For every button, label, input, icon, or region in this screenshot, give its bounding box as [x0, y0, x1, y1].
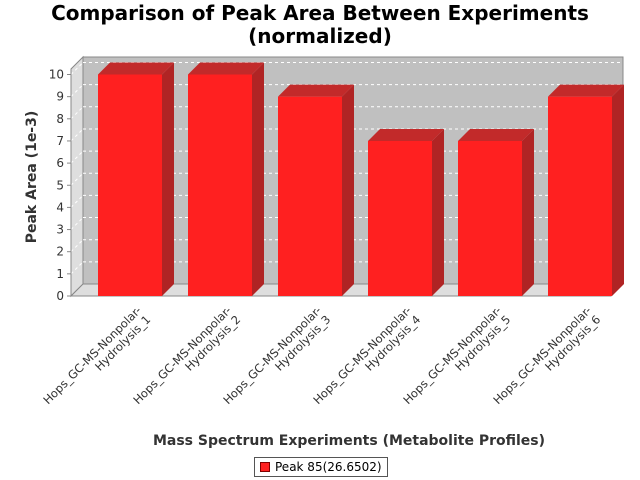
bar [278, 96, 342, 297]
plot-left-wall [70, 55, 84, 298]
y-tick-label: 4 [56, 200, 64, 214]
x-axis-title: Mass Spectrum Experiments (Metabolite Pr… [153, 433, 545, 449]
bar-side [522, 128, 534, 296]
bar-top [278, 84, 354, 97]
bar-top [188, 62, 264, 75]
y-tick-label: 1 [56, 267, 64, 281]
bar [98, 74, 162, 296]
bar [548, 96, 612, 297]
bar-side [432, 128, 444, 296]
gridline-depth [70, 195, 84, 208]
x-category-label-line: Hops_GC-MS-Nonpolar- [40, 303, 144, 407]
y-tick-label: 3 [56, 223, 64, 237]
legend-label: Peak 85(26.6502) [275, 460, 382, 474]
y-tick-label: 9 [56, 90, 64, 104]
bar-side [342, 84, 354, 297]
y-tick-label: 2 [56, 245, 64, 259]
y-tick-label: 0 [56, 289, 64, 303]
gridline-depth [70, 150, 84, 164]
gridline-depth [70, 172, 84, 186]
gridline-depth [70, 261, 84, 275]
bar-top [368, 128, 444, 141]
gridline-depth [70, 62, 84, 75]
legend-swatch [260, 462, 270, 472]
gridline-depth [70, 128, 84, 142]
gridline-depth [70, 217, 84, 230]
gridline-depth [70, 239, 84, 253]
chart-title-main: Comparison of Peak Area Between Experime… [51, 1, 589, 25]
bar-top [458, 128, 534, 141]
bar-side [612, 84, 624, 297]
bar [458, 140, 522, 296]
chart-title: Comparison of Peak Area Between Experime… [0, 2, 640, 48]
y-tick-label: 10 [49, 68, 64, 82]
y-axis-title: Peak Area (1e-3) [24, 111, 40, 244]
bar-side [162, 62, 174, 296]
bar-top [548, 84, 624, 97]
bar [368, 140, 432, 296]
legend: Peak 85(26.6502) [254, 457, 388, 477]
y-tick-label: 5 [56, 178, 64, 192]
y-tick-label: 7 [56, 134, 64, 148]
bar [188, 74, 252, 296]
y-tick-label: 8 [56, 112, 64, 126]
y-tick-label: 6 [56, 156, 64, 170]
bar-top [98, 62, 174, 75]
gridline-depth [70, 106, 84, 120]
chart-subtitle: (normalized) [248, 24, 392, 48]
gridline-depth [70, 84, 84, 98]
bar-side [252, 62, 264, 296]
